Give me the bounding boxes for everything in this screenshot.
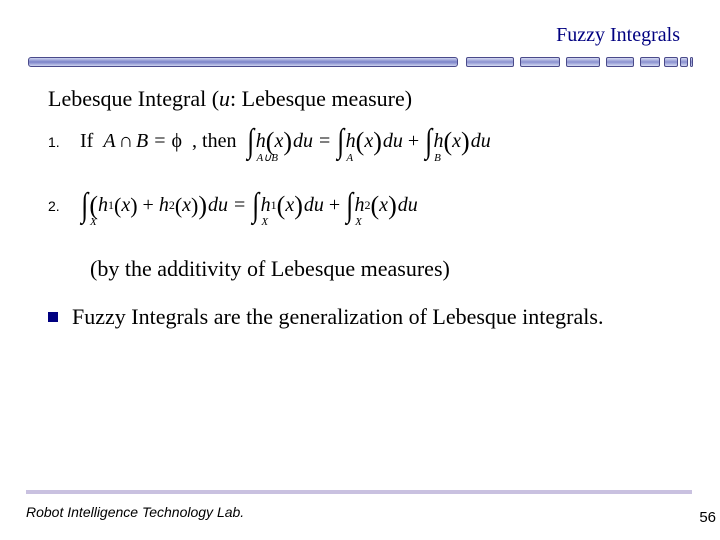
- fn-h1: h: [98, 194, 108, 217]
- decor-bar-segment: [566, 57, 600, 67]
- list-number: 2.: [48, 198, 70, 214]
- bullet-item: Fuzzy Integrals are the generalization o…: [48, 304, 603, 330]
- fn-h: h: [355, 194, 365, 217]
- arg-x: x: [379, 194, 388, 217]
- eq-sign: =: [319, 130, 330, 153]
- eq-sign: =: [154, 130, 165, 153]
- du: du: [208, 194, 228, 217]
- decor-bar-segment: [680, 57, 688, 67]
- list-item-2: 2. ∫X ( h1(x) + h2(x) )du = ∫X h1(x)du +…: [48, 194, 418, 218]
- decor-bar-segment: [520, 57, 560, 67]
- integral-icon: ∫X: [80, 194, 89, 218]
- condition-math: A ∩ B = ϕ: [103, 130, 182, 153]
- phi-icon: ϕ: [172, 130, 183, 153]
- fn-h: h: [433, 130, 443, 153]
- arg-x: x: [452, 130, 461, 153]
- plus-sign: +: [329, 194, 340, 217]
- eq-sign: =: [234, 194, 245, 217]
- sym-A: A: [103, 130, 115, 153]
- arg-x: x: [364, 130, 373, 153]
- slide: Fuzzy Integrals Lebesque Integral (u: Le…: [0, 0, 720, 540]
- page-number: 56: [699, 509, 716, 526]
- subtitle-prefix: Lebesque Integral (: [48, 86, 219, 111]
- du: du: [304, 194, 324, 217]
- additivity-note: (by the additivity of Lebesque measures): [90, 256, 450, 282]
- subtitle-suffix: : Lebesque measure): [230, 86, 412, 111]
- integral-eq-2: ∫X ( h1(x) + h2(x) )du = ∫X h1(x)du + ∫X…: [80, 194, 418, 218]
- list-number: 1.: [48, 134, 70, 150]
- then-word: , then: [192, 130, 236, 153]
- integral-icon: ∫A∪B: [246, 130, 255, 154]
- decor-bar-segment: [640, 57, 660, 67]
- integral-icon: ∫A: [336, 130, 345, 154]
- du: du: [398, 194, 418, 217]
- footer-divider: [26, 490, 692, 494]
- list-item-1: 1. If A ∩ B = ϕ , then ∫A∪B h(x)du = ∫A …: [48, 130, 491, 154]
- fn-h: h: [346, 130, 356, 153]
- if-word: If: [80, 130, 93, 153]
- footer-lab: Robot Intelligence Technology Lab.: [26, 504, 244, 520]
- decor-bar-main: [28, 57, 458, 67]
- arg-x: x: [121, 194, 130, 217]
- du: du: [383, 130, 403, 153]
- du: du: [293, 130, 313, 153]
- fn-h2: h: [159, 194, 169, 217]
- du: du: [471, 130, 491, 153]
- plus-sign: +: [408, 130, 419, 153]
- integral-eq-1: ∫A∪B h(x)du = ∫A h(x)du + ∫B h(x)du: [246, 130, 490, 154]
- integral-icon: ∫X: [251, 194, 260, 218]
- fn-h: h: [261, 194, 271, 217]
- page-title: Fuzzy Integrals: [556, 24, 680, 47]
- header-decor-bar: [28, 55, 692, 69]
- integral-icon: ∫B: [424, 130, 433, 154]
- decor-bar-segment: [606, 57, 634, 67]
- cap-icon: ∩: [119, 130, 133, 153]
- decor-bar-segment: [466, 57, 514, 67]
- plus-sign: +: [143, 194, 154, 217]
- integral-icon: ∫X: [345, 194, 354, 218]
- subtitle-u: u: [219, 86, 230, 111]
- decor-bar-segment: [664, 57, 678, 67]
- square-bullet-icon: [48, 312, 58, 322]
- arg-x: x: [285, 194, 294, 217]
- sym-B: B: [136, 130, 148, 153]
- generalization-text: Fuzzy Integrals are the generalization o…: [72, 304, 603, 330]
- decor-bar-segment: [690, 57, 693, 67]
- arg-x: x: [182, 194, 191, 217]
- section-heading: Lebesque Integral (u: Lebesque measure): [48, 86, 412, 112]
